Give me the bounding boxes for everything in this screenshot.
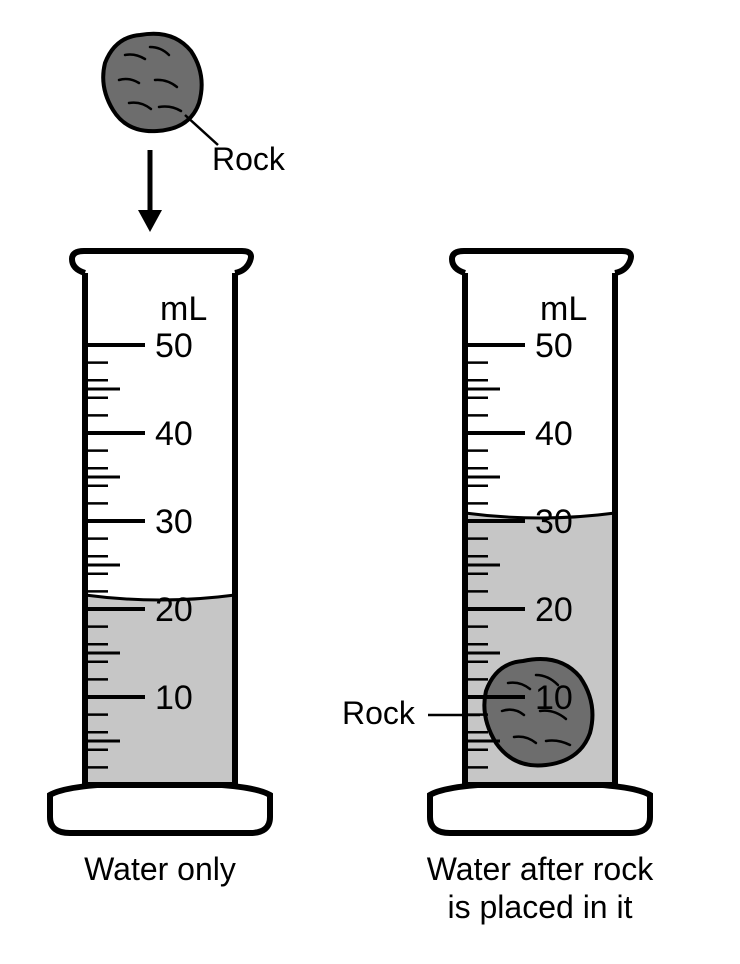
tick-label-40: 40 [535, 415, 573, 453]
cylinder-right: mL 50 40 30 20 10 [430, 251, 650, 833]
tick-label-50: 50 [155, 327, 193, 365]
tick-label-30: 30 [155, 503, 193, 541]
cylinder-lip [452, 251, 631, 273]
tick-label-50: 50 [535, 327, 573, 365]
rock-label-bottom: Rock [342, 695, 416, 731]
caption-right-line1: Water after rock [427, 851, 654, 887]
units-label: mL [160, 290, 207, 328]
arrow-down-icon [138, 150, 162, 232]
cylinder-left: mL 50 40 30 20 10 [50, 251, 270, 833]
tick-label-10: 10 [535, 679, 573, 717]
tick-label-40: 40 [155, 415, 193, 453]
cylinder-base [50, 783, 270, 833]
cylinder-lip [72, 251, 251, 273]
units-label: mL [540, 290, 587, 328]
tick-label-10: 10 [155, 679, 193, 717]
caption-right-line2: is placed in it [448, 889, 633, 925]
cylinder-base [430, 783, 650, 833]
tick-label-20: 20 [535, 591, 573, 629]
rock-label-top: Rock [212, 141, 286, 177]
tick-label-20: 20 [155, 591, 193, 629]
tick-label-30: 30 [535, 503, 573, 541]
caption-left: Water only [84, 851, 236, 887]
